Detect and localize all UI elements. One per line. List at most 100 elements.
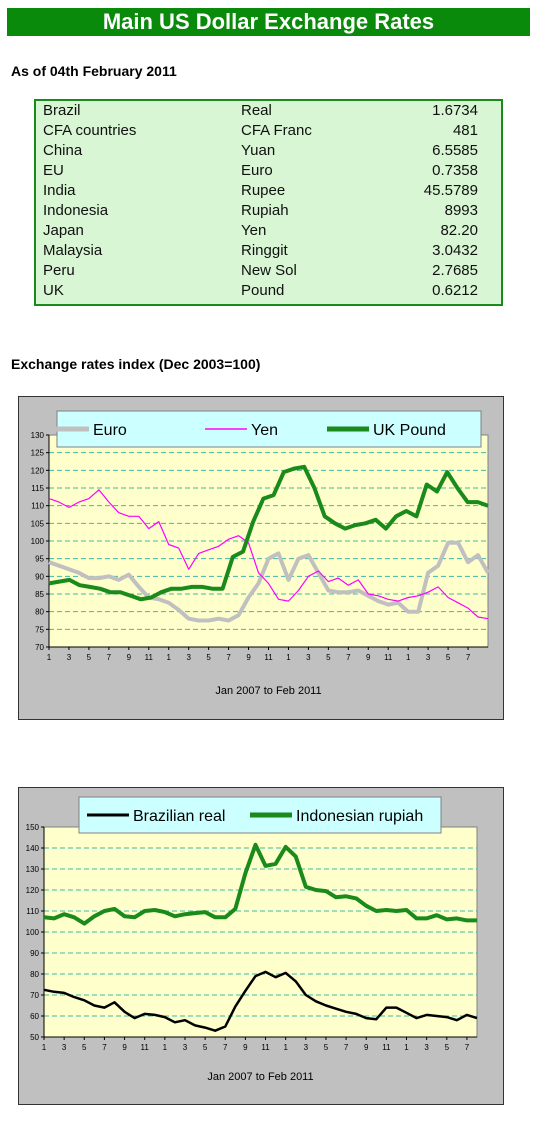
legend-label: Brazilian real xyxy=(133,808,225,825)
rate-country: Indonesia xyxy=(43,202,109,219)
y-tick-label: 85 xyxy=(35,590,44,599)
y-tick-label: 120 xyxy=(31,466,45,475)
x-tick-label: 7 xyxy=(346,653,351,662)
x-tick-label: 1 xyxy=(163,1043,168,1052)
x-tick-label: 11 xyxy=(384,653,393,662)
y-tick-label: 70 xyxy=(35,643,44,652)
rate-rate: 8993 xyxy=(444,202,478,219)
y-tick-label: 75 xyxy=(35,625,44,634)
x-tick-label: 5 xyxy=(87,653,92,662)
legend-label: Yen xyxy=(251,422,278,439)
rate-row-japan: Japan Yen 82.20 xyxy=(36,221,501,241)
rate-currency: Euro xyxy=(241,162,273,179)
x-axis-label: Jan 2007 to Feb 2011 xyxy=(215,685,321,697)
as-of-date: As of 04th February 2011 xyxy=(11,63,177,79)
x-tick-label: 3 xyxy=(186,653,191,662)
x-tick-label: 1 xyxy=(283,1043,288,1052)
index-section-title: Exchange rates index (Dec 2003=100) xyxy=(11,356,261,372)
x-tick-label: 1 xyxy=(167,653,172,662)
x-tick-label: 3 xyxy=(183,1043,188,1052)
rate-rate: 2.7685 xyxy=(432,262,478,279)
y-tick-label: 90 xyxy=(30,949,39,958)
x-tick-label: 3 xyxy=(304,1043,309,1052)
rate-country: Peru xyxy=(43,262,75,279)
x-tick-label: 5 xyxy=(326,653,331,662)
rate-row-china: China Yuan 6.5585 xyxy=(36,141,501,161)
legend-box xyxy=(56,410,482,448)
legend-label: Indonesian rupiah xyxy=(296,808,423,825)
x-tick-label: 5 xyxy=(446,653,451,662)
rate-row-cfa-countries: CFA countries CFA Franc 481 xyxy=(36,121,501,141)
x-axis-label: Jan 2007 to Feb 2011 xyxy=(207,1071,313,1083)
rate-row-uk: UK Pound 0.6212 xyxy=(36,281,501,301)
x-tick-label: 5 xyxy=(82,1043,87,1052)
x-tick-label: 7 xyxy=(466,653,471,662)
x-tick-label: 11 xyxy=(261,1043,270,1052)
x-tick-label: 3 xyxy=(62,1043,67,1052)
x-tick-label: 1 xyxy=(286,653,291,662)
rate-rate: 0.7358 xyxy=(432,162,478,179)
y-tick-label: 90 xyxy=(35,572,44,581)
series-line-uk-pound xyxy=(48,464,489,602)
rate-country: China xyxy=(43,142,83,159)
rate-rate: 3.0432 xyxy=(432,242,478,259)
x-tick-label: 1 xyxy=(406,653,411,662)
y-tick-label: 80 xyxy=(30,970,39,979)
x-tick-label: 9 xyxy=(127,653,132,662)
x-tick-label: 11 xyxy=(141,1043,150,1052)
x-tick-label: 5 xyxy=(324,1043,329,1052)
y-tick-label: 105 xyxy=(31,519,45,528)
rate-country: Brazil xyxy=(43,102,81,119)
x-tick-label: 7 xyxy=(226,653,231,662)
x-tick-label: 9 xyxy=(364,1043,369,1052)
x-tick-label: 1 xyxy=(404,1043,409,1052)
rate-currency: Rupiah xyxy=(241,202,289,219)
rate-country: Malaysia xyxy=(43,242,103,259)
rate-currency: Yuan xyxy=(241,142,276,159)
y-tick-label: 140 xyxy=(26,844,40,853)
x-tick-label: 9 xyxy=(243,1043,248,1052)
y-tick-label: 130 xyxy=(26,865,40,874)
rate-rate: 1.6734 xyxy=(432,102,478,119)
rate-currency: Ringgit xyxy=(241,242,288,259)
x-tick-label: 11 xyxy=(145,653,154,662)
rate-country: India xyxy=(43,182,76,199)
y-tick-label: 120 xyxy=(26,886,40,895)
currency-index-chart: 70 75 80 85 90 95 100 105 110 115 120 125 130 1 3 5 7 9 11… xyxy=(18,396,504,720)
rate-currency: CFA Franc xyxy=(241,122,312,139)
x-tick-label: 11 xyxy=(264,653,273,662)
y-tick-label: 150 xyxy=(26,823,40,832)
y-tick-label: 50 xyxy=(30,1033,39,1042)
y-tick-label: 60 xyxy=(30,1012,39,1021)
rate-row-peru: Peru New Sol 2.7685 xyxy=(36,261,501,281)
page-title: Main US Dollar Exchange Rates xyxy=(102,9,435,34)
rate-currency: Real xyxy=(241,102,272,119)
x-tick-label: 5 xyxy=(206,653,211,662)
x-tick-label: 1 xyxy=(42,1043,47,1052)
rate-rate: 481 xyxy=(452,122,478,139)
rate-row-eu: EU Euro 0.7358 xyxy=(36,161,501,181)
rate-country: EU xyxy=(43,162,64,179)
x-tick-label: 7 xyxy=(102,1043,107,1052)
x-tick-label: 1 xyxy=(47,653,52,662)
x-tick-label: 9 xyxy=(122,1043,127,1052)
x-tick-label: 3 xyxy=(426,653,431,662)
legend-label: Euro xyxy=(93,422,127,439)
x-tick-label: 9 xyxy=(246,653,251,662)
rate-rate: 6.5585 xyxy=(432,142,478,159)
x-tick-label: 3 xyxy=(424,1043,429,1052)
x-tick-label: 3 xyxy=(67,653,72,662)
legend-label: UK Pound xyxy=(373,422,446,439)
x-tick-label: 5 xyxy=(203,1043,208,1052)
rate-currency: Rupee xyxy=(241,182,286,199)
y-tick-label: 70 xyxy=(30,991,39,1000)
rate-row-brazil: Brazil Real 1.6734 xyxy=(36,101,501,121)
y-tick-label: 80 xyxy=(35,608,44,617)
series-line-euro xyxy=(48,540,490,623)
real-rupiah-index-chart: 50 60 70 80 90 100 110 120 130 140 150 1 3 5 7 9 11 1 3 5 7 9… xyxy=(18,787,504,1105)
y-tick-label: 110 xyxy=(26,907,39,916)
y-tick-label: 95 xyxy=(35,555,44,564)
rate-country: Japan xyxy=(43,222,84,239)
